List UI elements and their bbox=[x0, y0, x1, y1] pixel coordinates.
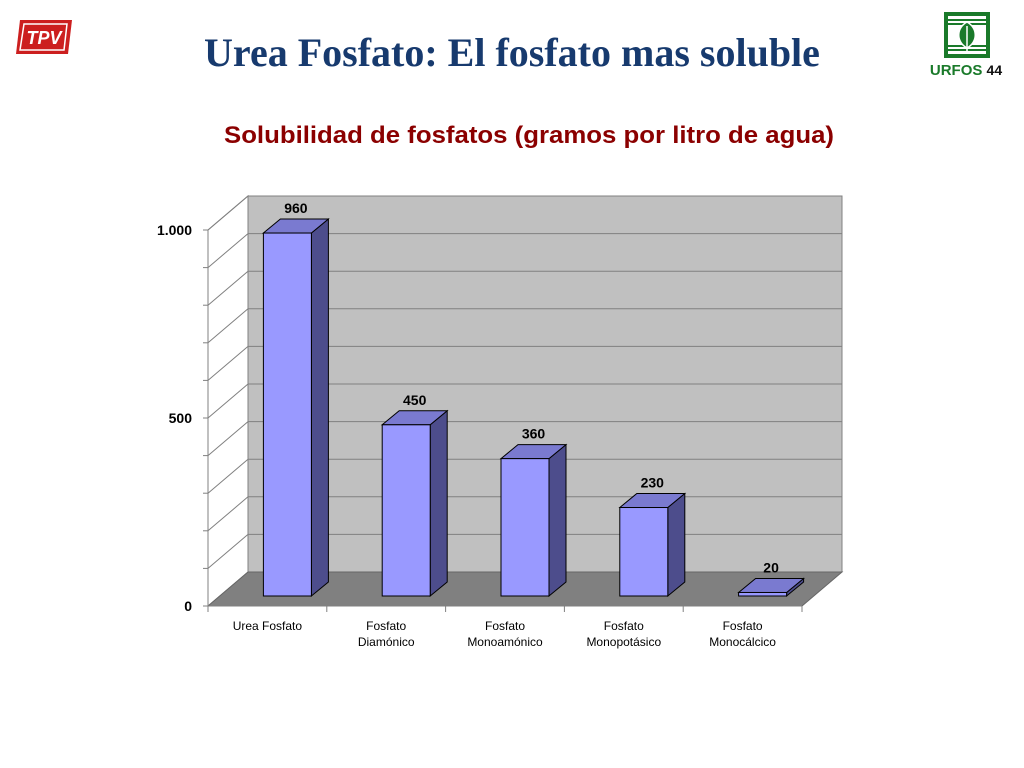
bar-data-label: 960 bbox=[284, 200, 308, 216]
gridline bbox=[207, 458, 842, 494]
y-tick-label: 1.000 bbox=[157, 222, 192, 238]
bar-data-label: 450 bbox=[403, 392, 427, 408]
x-category-label: Fosfato bbox=[485, 619, 525, 633]
slide-title: Urea Fosfato: El fosfato mas soluble bbox=[204, 30, 820, 75]
y-tick-label: 0 bbox=[184, 598, 192, 614]
gridline bbox=[207, 345, 842, 381]
urfos-logo: URFOS 44 bbox=[920, 10, 1012, 82]
x-category-label: Monoamónico bbox=[467, 635, 543, 649]
bar-data-label: 230 bbox=[641, 475, 665, 491]
bar bbox=[381, 424, 431, 597]
bar-side bbox=[310, 217, 329, 598]
bar-data-label: 360 bbox=[522, 426, 546, 442]
leaf-icon bbox=[944, 12, 990, 58]
gridline bbox=[207, 195, 842, 231]
chart-title: Solubilidad de fosfatos (gramos por litr… bbox=[224, 122, 834, 149]
x-category-label: Diamónico bbox=[358, 635, 415, 649]
x-category-label: Fosfato bbox=[366, 619, 406, 633]
y-tick-label: 500 bbox=[169, 410, 193, 426]
bar bbox=[500, 458, 550, 597]
tpv-logo-text: TPV bbox=[26, 28, 63, 48]
bar-data-label: 20 bbox=[763, 559, 779, 575]
bar bbox=[738, 591, 788, 597]
tpv-logo: TPV bbox=[16, 20, 72, 54]
gridline bbox=[207, 270, 842, 306]
gridline bbox=[207, 383, 842, 419]
urfos-logo-name: URFOS bbox=[929, 62, 983, 79]
gridline bbox=[207, 308, 842, 344]
x-category-label: Monocálcico bbox=[709, 635, 776, 649]
gridline bbox=[207, 233, 842, 268]
urfos-logo-number: 44 bbox=[986, 62, 1003, 78]
x-category-label: Urea Fosfato bbox=[233, 619, 303, 633]
tpv-logo-inner bbox=[19, 23, 68, 51]
x-category-label: Fosfato bbox=[723, 619, 763, 633]
gridline bbox=[207, 421, 842, 456]
x-category-label: Fosfato bbox=[604, 619, 644, 633]
x-category-label: Monopotásico bbox=[586, 635, 661, 649]
bar-side bbox=[429, 409, 448, 598]
tpv-logo-shape bbox=[16, 20, 72, 54]
bar bbox=[619, 507, 669, 597]
bar bbox=[262, 232, 312, 597]
bar-side bbox=[667, 492, 686, 598]
bar-side bbox=[548, 443, 567, 598]
